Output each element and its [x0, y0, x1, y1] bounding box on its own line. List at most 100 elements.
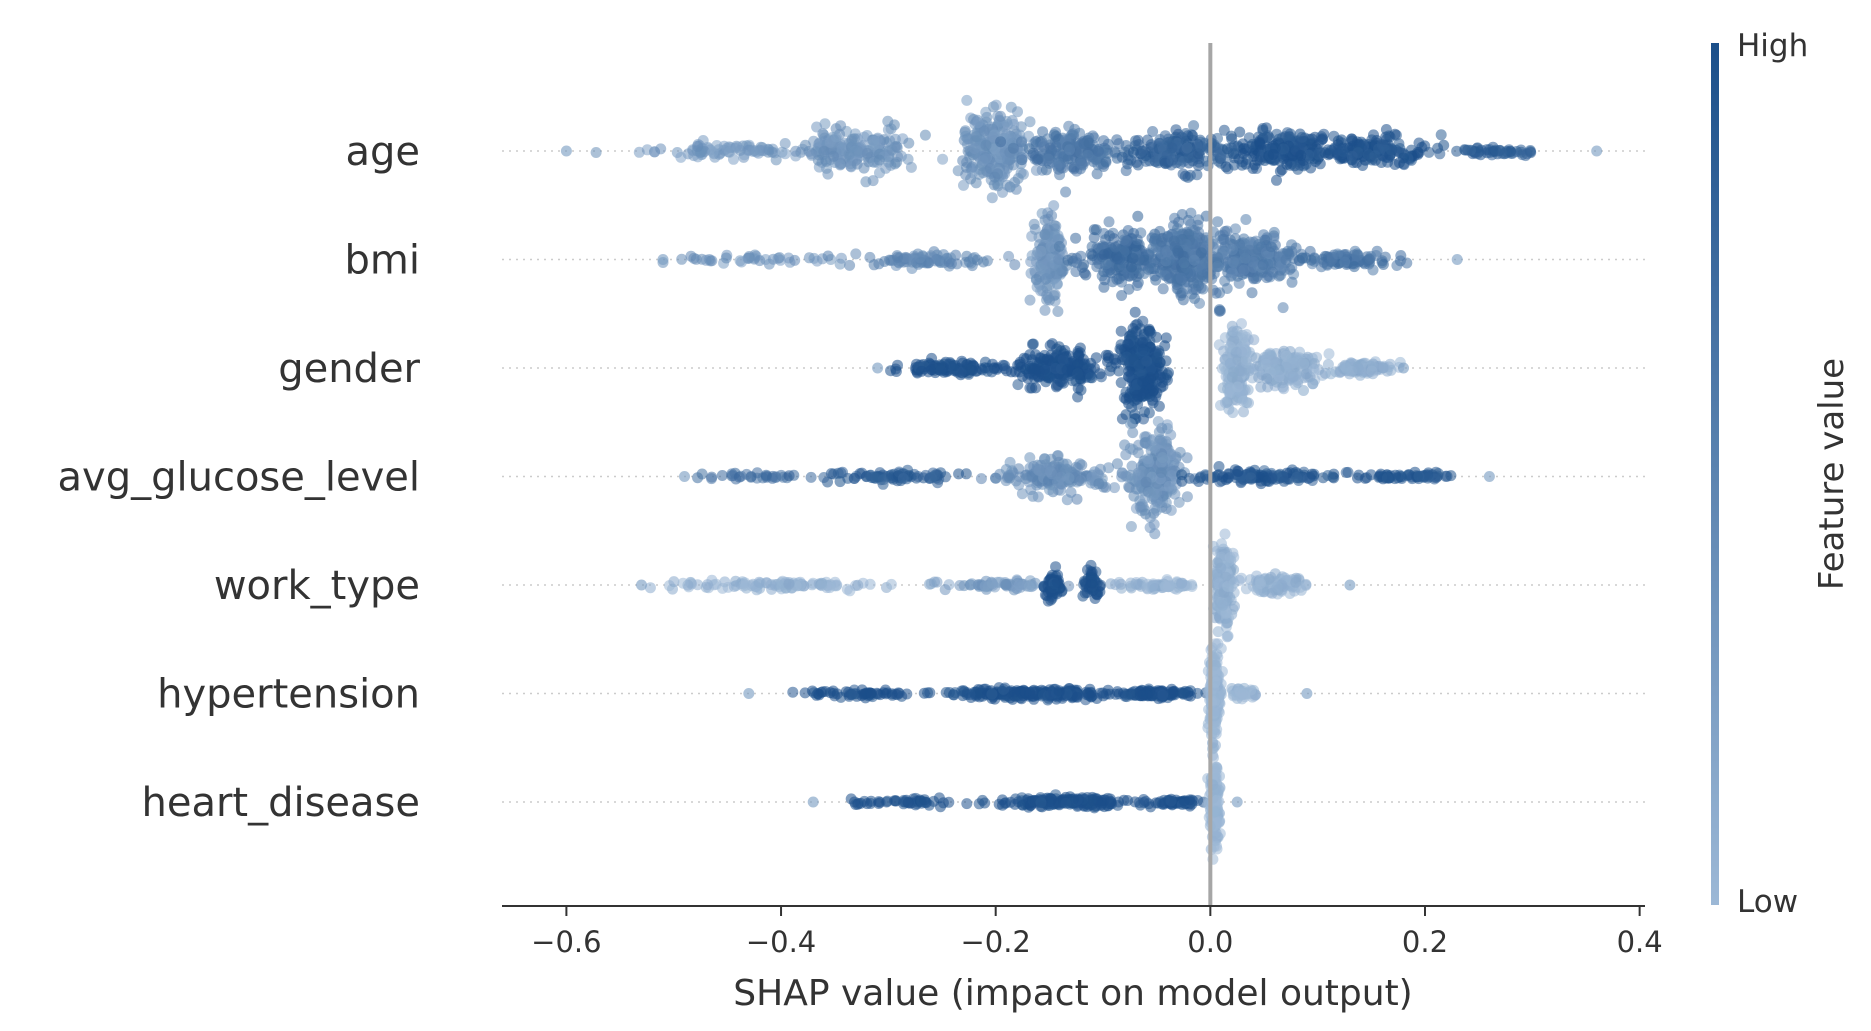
shap-point: [716, 470, 728, 481]
shap-point: [1131, 280, 1143, 291]
shap-point: [870, 472, 881, 484]
shap-point: [818, 145, 830, 157]
shap-point: [1116, 290, 1128, 301]
shap-point: [1373, 143, 1384, 155]
shap-point: [818, 472, 830, 483]
shap-point: [1213, 461, 1225, 472]
shap-point: [1024, 349, 1036, 361]
shap-point: [1238, 246, 1250, 258]
shap-point: [675, 151, 687, 163]
shap-point: [1040, 273, 1052, 285]
shap-point: [1186, 581, 1198, 592]
shap-point: [1438, 139, 1450, 151]
shap-point: [677, 577, 689, 589]
shap-point: [1073, 350, 1085, 362]
shap-point: [914, 252, 926, 264]
shap-point: [1061, 364, 1073, 376]
shap-point: [960, 468, 972, 480]
shap-point: [1212, 626, 1224, 638]
shap-point: [1064, 144, 1076, 156]
shap-point: [1050, 141, 1062, 153]
shap-point: [923, 366, 934, 378]
shap-point: [789, 254, 801, 266]
shap-point: [740, 579, 752, 591]
shap-point: [1051, 576, 1063, 588]
shap-point: [1109, 579, 1121, 591]
shap-point: [1004, 472, 1016, 484]
shap-point: [1094, 368, 1106, 380]
shap-point: [872, 362, 884, 374]
shap-point: [770, 154, 782, 166]
shap-point: [847, 141, 859, 152]
shap-point: [1191, 169, 1203, 181]
shap-point: [1435, 129, 1447, 141]
shap-point: [1138, 413, 1149, 425]
shap-point: [1247, 163, 1259, 174]
shap-point: [1122, 338, 1134, 350]
shap-point: [754, 255, 766, 267]
shap-point: [900, 251, 911, 263]
shap-point: [779, 148, 791, 160]
shap-point: [1341, 363, 1353, 375]
scatter-points: [560, 94, 1603, 865]
shap-point: [979, 580, 991, 592]
shap-point: [920, 469, 932, 481]
shap-point: [1260, 354, 1272, 366]
shap-point: [1187, 130, 1199, 142]
shap-point: [728, 581, 740, 592]
shap-point: [1398, 362, 1409, 374]
shap-point: [1030, 274, 1042, 286]
shap-point: [1271, 581, 1283, 593]
shap-point: [1143, 456, 1155, 468]
shap-point: [724, 146, 735, 158]
shap-point: [1226, 244, 1238, 256]
shap-point: [1368, 129, 1379, 141]
shap-point: [1120, 140, 1132, 151]
shap-point: [835, 120, 847, 132]
shap-point: [889, 158, 901, 170]
shap-point: [1353, 364, 1365, 375]
shap-point: [844, 259, 856, 271]
shap-point: [1052, 476, 1063, 488]
shap-point: [1295, 150, 1307, 161]
shap-point: [856, 684, 868, 696]
shap-point: [999, 360, 1011, 372]
shap-point: [981, 255, 993, 267]
shap-point: [1049, 362, 1061, 374]
shap-point: [1126, 328, 1138, 340]
shap-point: [655, 143, 667, 155]
shap-point: [1137, 315, 1149, 327]
shap-point: [1040, 164, 1052, 176]
shap-point: [1195, 142, 1207, 153]
shap-point: [1241, 329, 1253, 340]
shap-point: [763, 144, 775, 156]
shap-point: [1149, 442, 1161, 454]
shap-point: [1416, 141, 1428, 153]
shap-point: [799, 139, 811, 151]
shap-point: [1393, 157, 1405, 169]
shap-point: [860, 176, 872, 188]
shap-point: [1114, 253, 1125, 265]
shap-point: [779, 138, 791, 149]
shap-point: [1045, 241, 1057, 253]
shap-point: [1236, 346, 1248, 358]
shap-point: [971, 254, 983, 266]
shap-point: [852, 579, 864, 591]
shap-point: [960, 130, 972, 142]
shap-point: [1346, 150, 1358, 162]
shap-point: [696, 468, 708, 480]
shap-point: [1233, 574, 1245, 586]
shap-point: [1303, 149, 1315, 161]
shap-point: [961, 359, 973, 370]
shap-point: [1226, 267, 1238, 279]
shap-point: [732, 141, 744, 153]
shap-point: [1063, 472, 1075, 484]
shap-point: [1042, 292, 1054, 304]
shap-point: [1131, 234, 1143, 246]
shap-point: [892, 251, 904, 263]
shap-point: [1394, 255, 1406, 267]
shap-point: [1127, 444, 1139, 456]
shap-point: [1140, 476, 1152, 488]
shap-point: [1004, 181, 1016, 193]
shap-point: [1111, 134, 1123, 146]
